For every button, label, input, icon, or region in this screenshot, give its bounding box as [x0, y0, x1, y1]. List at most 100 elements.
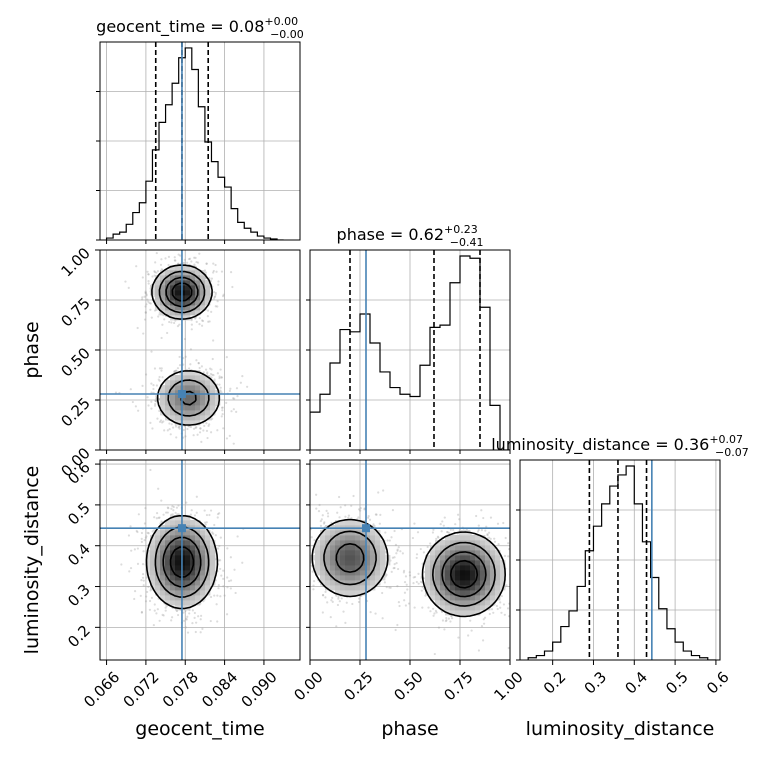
density-cell: [465, 575, 471, 581]
scatter-point: [216, 594, 219, 597]
scatter-point: [434, 609, 437, 613]
scatter-point: [153, 516, 156, 519]
scatter-point: [411, 536, 415, 540]
density-cell: [440, 555, 446, 561]
density-cell: [185, 315, 191, 321]
scatter-point: [440, 610, 444, 614]
density-cell: [195, 395, 201, 401]
density-cell: [185, 575, 191, 581]
scatter-point: [160, 369, 163, 372]
scatter-point: [194, 630, 197, 634]
density-cell: [200, 570, 206, 576]
scatter-point: [150, 407, 153, 410]
density-cell: [355, 565, 361, 571]
density-cell: [435, 580, 441, 586]
density-cell: [200, 285, 206, 291]
scatter-point: [492, 611, 495, 614]
scatter-point: [165, 604, 168, 608]
density-cell: [425, 575, 431, 581]
density-cell: [460, 570, 466, 576]
density-cell: [185, 585, 191, 591]
density-cell: [440, 585, 446, 591]
density-cell: [345, 550, 351, 556]
scatter-point: [173, 256, 176, 259]
scatter-point: [183, 261, 186, 264]
scatter-point: [549, 548, 551, 550]
scatter-point: [445, 616, 448, 620]
density-cell: [185, 305, 191, 311]
scatter-point: [481, 639, 485, 642]
scatter-point: [155, 612, 158, 615]
density-cell: [200, 395, 206, 401]
density-cell: [340, 570, 346, 576]
scatter-point: [500, 594, 503, 598]
density-cell: [175, 265, 181, 271]
scatter-point: [178, 427, 181, 430]
scatter-point: [124, 280, 127, 283]
scatter-point: [342, 610, 345, 613]
density-cell: [160, 290, 166, 296]
density-cell: [175, 300, 181, 306]
density-cell: [165, 520, 171, 526]
scatter-point: [324, 596, 327, 599]
density-cell: [380, 545, 386, 551]
density-cell: [335, 545, 341, 551]
density-cell: [340, 555, 346, 561]
density-cell: [340, 550, 346, 556]
density-cell: [450, 585, 456, 591]
scatter-point: [164, 257, 167, 260]
scatter-point: [220, 415, 223, 418]
scatter-point: [172, 509, 175, 512]
density-cell: [370, 550, 376, 556]
scatter-point: [443, 628, 446, 631]
histogram-step: [310, 255, 510, 450]
density-cell: [170, 265, 176, 271]
density-cell: [145, 560, 151, 566]
y-tick-label: 0.3: [64, 581, 94, 611]
density-cell: [190, 295, 196, 301]
density-cell: [455, 545, 461, 551]
density-cell: [205, 545, 211, 551]
scatter-point: [216, 305, 219, 308]
scatter-point: [204, 521, 207, 524]
density-cell: [340, 585, 346, 591]
density-cell: [150, 555, 156, 561]
scatter-point: [177, 253, 180, 256]
scatter-point: [141, 576, 145, 579]
scatter-point: [226, 586, 229, 589]
density-cell: [165, 590, 171, 596]
scatter-point: [133, 590, 137, 593]
density-cell: [370, 555, 376, 561]
density-cell: [355, 545, 361, 551]
scatter-point: [162, 513, 165, 516]
density-cell: [200, 305, 206, 311]
scatter-point: [499, 601, 502, 604]
density-cell: [160, 590, 166, 596]
scatter-point: [395, 552, 398, 555]
scatter-point: [151, 275, 154, 278]
density-cell: [430, 555, 436, 561]
density-cell: [485, 545, 491, 551]
density-cell: [170, 405, 176, 411]
scatter-point: [185, 501, 188, 504]
density-cell: [175, 385, 181, 391]
scatter-point: [402, 571, 405, 574]
density-cell: [350, 575, 356, 581]
x-tick-label: 0.3: [581, 668, 611, 698]
density-cell: [170, 535, 176, 541]
scatter-point: [230, 410, 233, 413]
density-cell: [345, 530, 351, 536]
scatter-point: [480, 509, 483, 512]
density-cell: [470, 565, 476, 571]
histogram-panel-phase: phase = 0.62+0.23 −0.41: [306, 223, 511, 451]
density-cell: [435, 590, 441, 596]
scatter-point: [213, 297, 216, 300]
density-cell: [320, 575, 326, 581]
density-cell: [495, 585, 501, 591]
density-cell: [160, 285, 166, 291]
density-cell: [200, 375, 206, 381]
scatter-point: [193, 616, 196, 619]
scatter-point: [153, 603, 156, 606]
density-cell: [155, 280, 161, 286]
scatter-point: [209, 619, 212, 623]
